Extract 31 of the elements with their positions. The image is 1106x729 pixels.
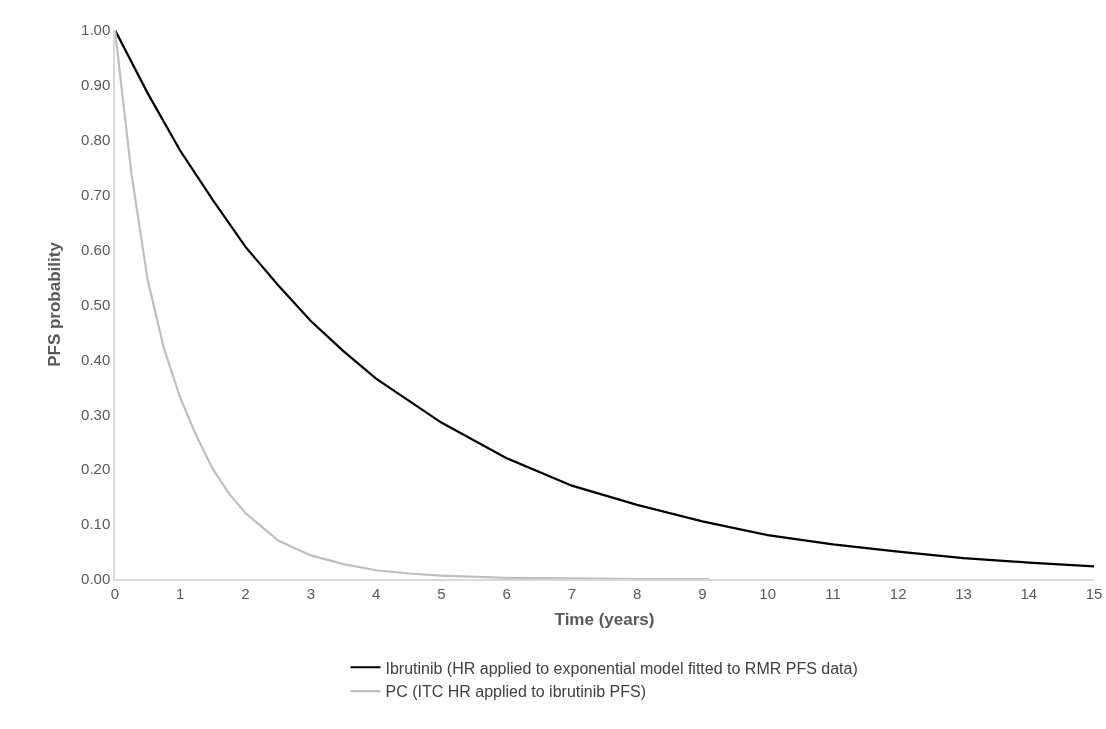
x-tick-label: 11 <box>825 584 841 602</box>
x-tick-label: 7 <box>567 584 577 602</box>
y-tick-label: 0.30 <box>81 405 111 423</box>
x-tick-label: 9 <box>698 584 707 602</box>
x-tick-label: 8 <box>632 584 642 602</box>
y-tick-label: 0.40 <box>81 350 111 368</box>
x-tick-label: 4 <box>371 584 381 602</box>
y-tick-label: 1.00 <box>81 21 111 39</box>
y-tick-label: 0.00 <box>81 570 111 588</box>
legend-label: PC (ITC HR applied to ibrutinib PFS) <box>385 683 647 701</box>
y-tick-label: 0.90 <box>81 76 111 94</box>
legend-label: Ibrutinib (HR applied to exponential model fitted to RMR PFS data) <box>385 659 858 677</box>
x-tick-label: 5 <box>437 584 446 602</box>
y-tick-label: 0.80 <box>81 131 111 149</box>
y-tick-label: 0.60 <box>81 240 111 258</box>
y-tick-label: 0.20 <box>81 460 111 478</box>
x-tick-label: 13 <box>955 584 972 602</box>
x-tick-label: 1 <box>176 584 185 602</box>
y-tick-label: 0.10 <box>81 515 111 533</box>
y-tick-label: 0.50 <box>81 295 111 313</box>
x-tick-label: 12 <box>889 584 907 602</box>
x-tick-label: 14 <box>1020 584 1038 602</box>
x-tick-label: 6 <box>502 584 511 602</box>
x-tick-label: 15 <box>1085 584 1103 602</box>
x-axis-title: Time (years) <box>554 609 655 629</box>
x-tick-label: 2 <box>241 584 250 602</box>
x-tick-label: 0 <box>110 584 120 602</box>
y-axis-title: PFS probability <box>45 241 65 367</box>
x-tick-label: 10 <box>759 584 777 602</box>
x-tick-label: 3 <box>306 584 315 602</box>
y-tick-label: 0.70 <box>81 185 111 203</box>
